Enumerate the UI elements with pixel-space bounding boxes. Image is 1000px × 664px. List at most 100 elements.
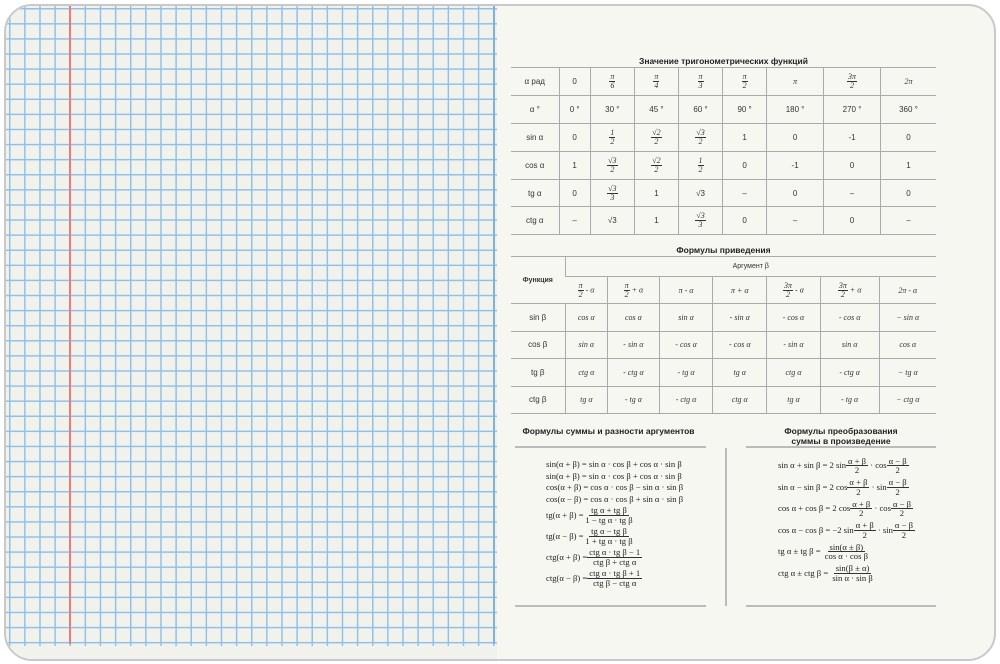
cell-value: 45 ° xyxy=(649,105,664,114)
table-cell: 90 ° xyxy=(722,95,767,124)
formula-text: · sin xyxy=(869,481,887,492)
table-cell: √3 2 xyxy=(589,151,635,180)
formula-lhs: ctg(α − β) = xyxy=(546,572,588,583)
table-cell: 0 xyxy=(766,179,824,207)
denominator: 1 − tg α · tg β xyxy=(585,515,633,525)
table-cell: - tg α xyxy=(607,386,660,414)
fraction: 3π 2 xyxy=(837,281,848,299)
cell-value: – xyxy=(742,188,747,198)
sum-product-title: Формулы преобразования суммы в произведен… xyxy=(746,426,936,446)
table-cell: – xyxy=(722,179,767,207)
formula-text: sin α + sin β = 2 sin xyxy=(778,460,846,471)
arg-cell: 3π 2 + α xyxy=(819,276,880,304)
cell-value: √3 xyxy=(607,216,617,225)
cell-value: 1 xyxy=(906,161,911,170)
cell-value: π - α xyxy=(678,285,694,295)
denominator: 2 xyxy=(859,508,864,519)
cell-suffix: + α xyxy=(847,285,862,295)
denominator: 2 xyxy=(786,289,791,299)
numerator: 3π xyxy=(847,72,858,82)
table-cell: − ctg α xyxy=(878,386,936,414)
formula-text: · cos xyxy=(872,503,891,514)
header-row: Функция Аргумент β xyxy=(511,256,936,304)
table-cell: 2π xyxy=(879,67,936,96)
table-row: tg β ctg α - ctg α - tg α tg α ctg α - ctg α − … xyxy=(511,358,936,387)
divider xyxy=(515,605,706,607)
numerator: α + β xyxy=(846,455,869,467)
numerator: π xyxy=(609,72,616,82)
cell-value: 1 xyxy=(654,188,659,198)
cell-value: ctg α xyxy=(578,367,595,377)
table-cell: 60 ° xyxy=(677,95,723,124)
cell-value: - sin α xyxy=(783,340,804,350)
row-label-text: tg α xyxy=(527,188,542,198)
arg-cell: 2π - α xyxy=(878,276,936,304)
cell-value: tg α xyxy=(580,395,593,405)
numerator: π xyxy=(697,72,704,82)
denominator: 2 xyxy=(654,137,659,146)
numerator: tg α − tg β xyxy=(589,526,629,537)
denominator: 2 xyxy=(698,137,703,146)
numerator: tg α + tg β xyxy=(589,505,629,516)
row-label: ctg β xyxy=(511,386,565,414)
table-cell: - ctg α xyxy=(819,358,880,387)
cell-value: 0 xyxy=(572,77,577,86)
cell-value: - sin α xyxy=(623,340,644,350)
row-label: α ° xyxy=(511,95,559,124)
table-cell: 0 xyxy=(722,206,767,235)
cell-value: cos α xyxy=(624,312,642,322)
numerator: sin(β ± α) xyxy=(833,563,872,574)
table-cell: − tg α xyxy=(878,358,936,387)
table-cell: 0 xyxy=(722,151,767,180)
table-cell: cos α xyxy=(878,331,936,359)
cell-value: 360 ° xyxy=(899,105,918,114)
numerator: α + β xyxy=(853,520,876,531)
table-cell: ctg α xyxy=(766,358,821,387)
denominator: 3 xyxy=(698,81,703,90)
cell-value: - cos α xyxy=(782,312,805,322)
numerator: α + β xyxy=(847,477,870,488)
table-cell: 1 xyxy=(558,151,591,180)
cell-value: 2π xyxy=(904,77,913,86)
table-row: sin α 0 1 2 √2 2 √3 2 1 0 -1 0 xyxy=(511,123,936,152)
formula-text: · sin xyxy=(875,524,893,535)
row-label-text: sin α xyxy=(526,133,544,142)
cell-value: - sin α xyxy=(729,312,750,322)
table-cell: 0 xyxy=(879,123,936,152)
cell-value: - ctg α xyxy=(623,367,644,377)
table-cell: √3 xyxy=(589,206,635,235)
cell-value: 0 xyxy=(742,216,747,225)
denominator: 2 xyxy=(610,165,615,174)
table-cell: - sin α xyxy=(607,331,660,359)
title-line: суммы в произведение xyxy=(791,436,891,447)
table-cell: - cos α xyxy=(712,331,767,359)
denominator: 2 xyxy=(654,165,659,174)
table-cell: 0 xyxy=(558,179,591,207)
cell-value: 270 ° xyxy=(842,105,862,114)
table-cell: √2 2 xyxy=(633,123,679,152)
numerator: α − β xyxy=(892,520,915,531)
table-cell: – xyxy=(766,206,824,235)
row-label-text: ctg β xyxy=(529,395,547,405)
denominator: 2 xyxy=(698,165,703,174)
cell-value: - cos α xyxy=(675,340,697,350)
fraction: √2 2 xyxy=(651,129,662,146)
trig-values-table: α рад 0 π 6 π 4 π 3 π 2 π 3π 2 2π α ° 0 ° 30 ° 45 ° 60 ° 90… xyxy=(511,67,936,235)
table-cell: cos α xyxy=(607,303,660,332)
row-label-text: α рад xyxy=(524,77,545,86)
reduction-title: Формулы приведения xyxy=(676,245,771,255)
numerator: 1 xyxy=(609,128,616,138)
formula-lhs: tg(α + β) = xyxy=(546,509,584,520)
table-cell: 0 xyxy=(879,179,936,207)
table-cell: 1 xyxy=(879,151,936,180)
numerator: π xyxy=(623,280,630,291)
